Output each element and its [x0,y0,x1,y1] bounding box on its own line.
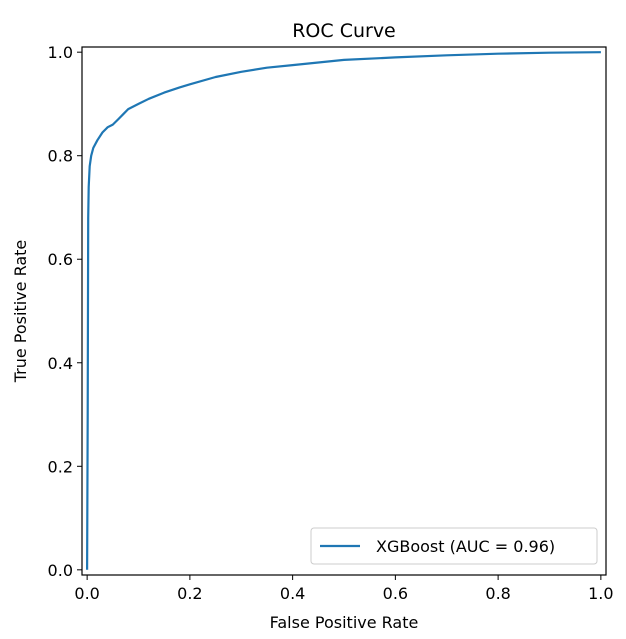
y-axis-label: True Positive Rate [11,240,30,384]
x-tick-label: 0.8 [485,584,510,603]
legend-label: XGBoost (AUC = 0.96) [376,537,555,556]
y-tick-label: 0.6 [48,250,73,269]
x-tick-label: 0.4 [280,584,305,603]
legend: XGBoost (AUC = 0.96) [310,527,598,565]
legend-box [310,527,598,565]
x-tick-label: 1.0 [588,584,613,603]
y-tick-label: 0.8 [48,147,73,166]
roc-curve-line [86,51,601,570]
y-tick-label: 1.0 [48,43,73,62]
x-axis-label: False Positive Rate [270,613,419,632]
y-tick-label: 0.4 [48,354,73,373]
y-tick-label: 0.0 [48,561,73,580]
y-tick-label: 0.2 [48,457,73,476]
chart-title: ROC Curve [292,20,396,42]
axes-frame [81,46,607,576]
x-tick-label: 0.2 [177,584,202,603]
x-tick-label: 0.6 [383,584,408,603]
x-tick-label: 0.0 [74,584,99,603]
